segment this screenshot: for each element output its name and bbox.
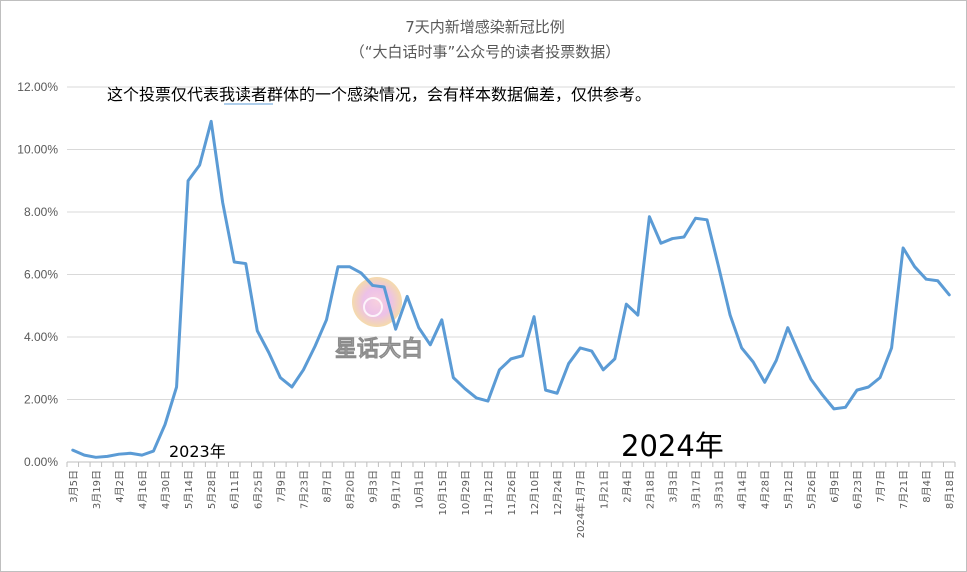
x-tick-label: 4月2日 xyxy=(114,470,126,503)
x-tick-label: 6月9日 xyxy=(829,470,841,503)
x-tick-label: 11月12日 xyxy=(483,470,495,515)
x-tick-label: 6月11日 xyxy=(229,470,241,509)
x-tick-label: 6月25日 xyxy=(252,470,264,509)
x-tick-label: 4月30日 xyxy=(160,470,172,509)
x-tick-label: 3月5日 xyxy=(68,470,80,503)
gridlines xyxy=(67,86,955,463)
x-tick-label: 8月18日 xyxy=(944,470,956,509)
x-tick-label: 10月29日 xyxy=(460,470,472,515)
x-tick-label: 2024年1月7日 xyxy=(574,470,587,538)
year-label-2023: 2023年 xyxy=(169,442,226,461)
x-tick-label: 2月18日 xyxy=(644,470,656,509)
x-tick-label: 3月31日 xyxy=(714,470,726,509)
x-tick-label: 9月17日 xyxy=(391,470,403,509)
y-tick-label: 12.00% xyxy=(17,80,58,94)
chart-subtitle: （“大白话时事”公众号的读者投票数据） xyxy=(350,43,621,61)
x-tick-label: 7月23日 xyxy=(298,470,310,509)
y-tick-label: 4.00% xyxy=(24,330,58,344)
x-tick-label: 5月12日 xyxy=(783,470,795,509)
x-tick-label: 11月26日 xyxy=(506,470,518,515)
x-tick-label: 2月4日 xyxy=(621,470,633,503)
watermark-text: 星话大白 xyxy=(335,336,423,362)
x-tick-label: 12月24日 xyxy=(552,470,564,515)
x-tick-label: 6月23日 xyxy=(852,470,864,509)
y-tick-label: 10.00% xyxy=(17,143,58,157)
y-tick-label: 0.00% xyxy=(24,455,58,469)
watermark: 星话大白 xyxy=(335,277,423,362)
x-tick-label: 4月14日 xyxy=(737,470,749,509)
x-tick-label: 10月1日 xyxy=(414,470,426,509)
x-tick-label: 7月7日 xyxy=(875,470,887,503)
x-tick-label: 5月28日 xyxy=(206,470,218,509)
series-group xyxy=(71,119,951,459)
x-tick-label: 7月9日 xyxy=(275,470,287,503)
x-tick-label: 8月4日 xyxy=(921,470,933,503)
x-tick-label: 1月21日 xyxy=(598,470,610,509)
y-tick-label: 2.00% xyxy=(24,393,58,407)
watermark-logo-icon xyxy=(352,277,402,327)
y-tick-label: 8.00% xyxy=(24,205,58,219)
year-label-2024: 2024年 xyxy=(621,429,724,463)
x-tick-label: 8月20日 xyxy=(345,470,357,509)
y-axis: 0.00% 2.00% 4.00% 6.00% 8.00% 10.00% 12.00% xyxy=(17,80,58,469)
x-tick-label: 5月26日 xyxy=(806,470,818,509)
chart-annotation: 这个投票仅代表我读者群体的一个感染情况，会有样本数据偏差，仅供参考。 xyxy=(107,85,651,104)
series-line xyxy=(71,119,951,459)
y-tick-label: 6.00% xyxy=(24,268,58,282)
x-tick-label: 5月14日 xyxy=(183,470,195,509)
x-tick-label: 4月16日 xyxy=(137,470,149,509)
x-tick-label: 9月3日 xyxy=(368,470,380,503)
x-tick-label: 7月21日 xyxy=(898,470,910,509)
x-tick-label: 10月15日 xyxy=(437,470,449,515)
x-tick-label: 12月10日 xyxy=(529,470,541,515)
x-tick-label: 8月7日 xyxy=(321,470,333,503)
watermark-logo-face-icon xyxy=(363,297,383,317)
x-tick-label: 4月28日 xyxy=(760,470,772,509)
chart-title: 7天内新增感染新冠比例 xyxy=(405,18,565,36)
x-tick-label: 3月3日 xyxy=(667,470,679,503)
x-axis: 3月5日 3月19日 4月2日 4月16日 4月30日 5月14日 5月28日 6月11日 6月… xyxy=(66,461,956,538)
x-tick-label: 3月19日 xyxy=(91,470,103,509)
x-tick-label: 3月17日 xyxy=(691,470,703,509)
